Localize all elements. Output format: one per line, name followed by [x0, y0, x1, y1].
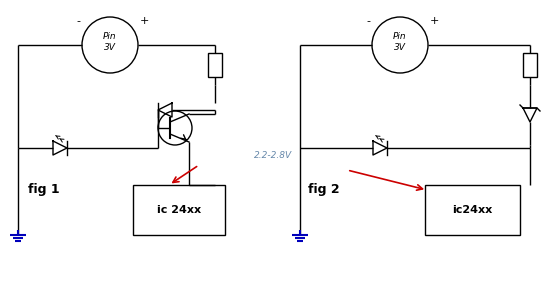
Text: 2.2-2.8V: 2.2-2.8V: [254, 151, 292, 160]
Text: -: -: [366, 16, 370, 26]
Text: -: -: [76, 16, 80, 26]
Text: Pin
3V: Pin 3V: [103, 32, 117, 52]
Text: Pin
3V: Pin 3V: [393, 32, 407, 52]
Text: ic24xx: ic24xx: [452, 205, 493, 215]
Text: ic 24xx: ic 24xx: [157, 205, 201, 215]
Text: +: +: [140, 16, 150, 26]
Bar: [133, 185, 225, 235]
Bar: [208, 53, 222, 77]
Bar: [523, 53, 537, 77]
Text: fig 2: fig 2: [308, 183, 340, 197]
Text: fig 1: fig 1: [28, 183, 59, 197]
Bar: [425, 185, 520, 235]
Text: +: +: [430, 16, 439, 26]
